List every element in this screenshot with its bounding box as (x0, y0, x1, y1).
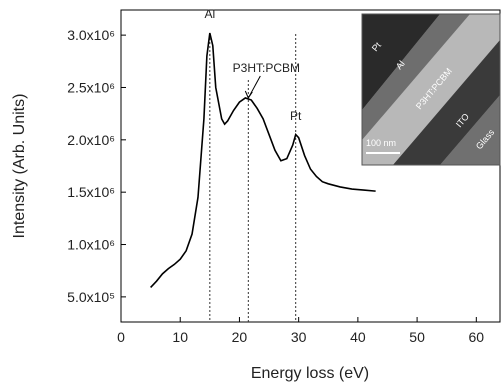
y-tick-label: 1.5x10⁶ (67, 184, 115, 200)
y-tick-label: 2.5x10⁶ (67, 79, 115, 95)
inset-label: 100 nm (366, 138, 396, 148)
x-tick-label: 30 (291, 329, 307, 345)
annotation-arrow (245, 76, 260, 98)
x-axis-label: Energy loss (eV) (251, 365, 369, 382)
y-tick-label: 2.0x10⁶ (67, 132, 115, 148)
y-tick-label: 5.0x10⁵ (67, 289, 115, 305)
chart: Energy loss (eV) Intensity (Arb. Units) … (0, 0, 504, 386)
y-axis-label: Intensity (Arb. Units) (11, 94, 28, 239)
annotation-label: Al (204, 7, 215, 21)
x-tick-label: 50 (409, 329, 425, 345)
y-tick-label: 3.0x10⁶ (67, 27, 115, 43)
x-tick-label: 40 (350, 329, 366, 345)
annotation-label: Pt (290, 109, 302, 123)
x-tick-label: 60 (469, 329, 485, 345)
x-tick-label: 0 (117, 329, 125, 345)
x-tick-label: 10 (172, 329, 188, 345)
y-tick-label: 1.0x10⁶ (67, 237, 115, 253)
x-tick-label: 20 (232, 329, 248, 345)
annotation-label: P3HT:PCBM (233, 61, 300, 75)
